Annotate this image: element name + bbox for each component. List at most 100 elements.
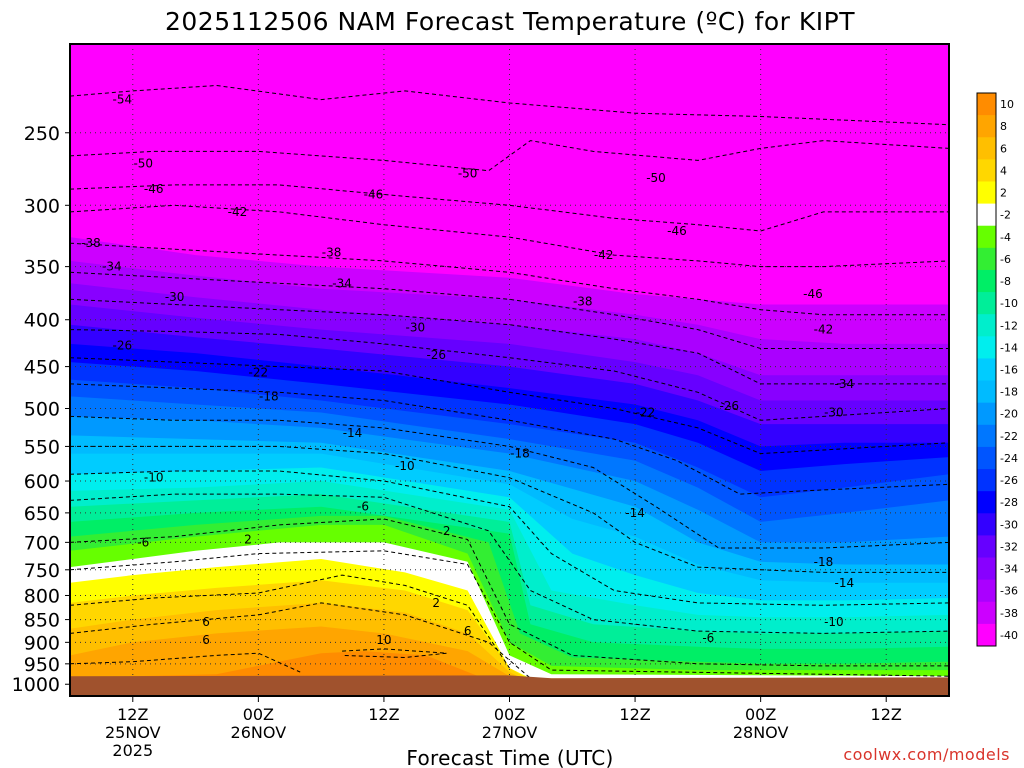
colorbar-label: -36 [1000,585,1018,598]
isotherm-line-2 [70,184,949,232]
colorbar-label: 8 [1000,120,1007,133]
x-tick-label: 27NOV [482,723,538,742]
x-tick-label: 00Z [494,705,525,724]
x-tick-label: 12Z [619,705,650,724]
y-tick-label: 950 [24,654,60,676]
isotherm-line-15 [70,550,949,677]
isotherm-line-9 [70,383,949,495]
y-tick-label: 900 [24,632,60,654]
colorbar-swatch [977,269,996,293]
isotherm-line-7 [70,329,949,421]
colorbar-label: -22 [1000,430,1018,443]
x-tick-label: 2025 [112,741,153,760]
contour-label: 6 [202,615,210,629]
y-tick-label: 250 [24,123,60,145]
colorbar-swatch [977,535,996,559]
contour-label: -50 [133,156,153,170]
colorbar-swatch [977,380,996,404]
isotherm-line-12 [70,470,949,606]
credit-text: coolwx.com/models [843,745,1010,764]
y-tick-label: 600 [24,471,60,493]
x-tick-label: 00Z [745,705,776,724]
colorbar-label: -16 [1000,364,1018,377]
y-tick-label: 450 [24,357,60,379]
contour-label: -34 [835,377,855,391]
contour-label: 6 [202,633,210,647]
y-tick-label: 800 [24,585,60,607]
colorbar-label: -26 [1000,474,1018,487]
colorbar-swatch [977,469,996,492]
contour-label: -50 [458,167,478,181]
contour-label: -22 [249,366,269,380]
colorbar-label: -2 [1000,209,1011,222]
x-tick-label: 26NOV [231,723,287,742]
contour-label: -42 [594,248,614,262]
colorbar-swatch [977,225,996,249]
colorbar-swatch [977,115,996,138]
isotherm-line-4 [70,242,949,316]
colorbar: 10 8 6 4 2 -2 -4 -6 -8 -10 -12 -14 -16 -18 -20 -22 -24 -2… [976,92,1018,647]
contour-label: -6 [702,631,714,645]
contour-label: -46 [803,287,823,301]
colorbar-swatch [977,93,996,116]
y-tick-label: 350 [24,257,60,279]
isotherm-lines [70,84,949,679]
isotherm-line-8 [70,357,949,455]
contour-label: -42 [814,323,834,337]
x-tick-label: 00Z [243,705,274,724]
colorbar-swatch [977,623,996,647]
isotherm-line-18 [70,652,301,673]
colorbar-label: -40 [1000,629,1018,642]
contour-label: -34 [332,276,352,290]
isotherm-line-17 [70,602,531,679]
colorbar-label: -18 [1000,386,1018,399]
contour-label: -26 [426,348,446,362]
contour-label: -34 [102,260,122,274]
colorbar-label: -38 [1000,607,1018,620]
colorbar-label: -6 [1000,253,1011,266]
contour-label: -26 [719,399,739,413]
isotherm-line-0 [70,84,949,126]
contour-label: -38 [573,294,593,308]
colorbar-swatch [977,358,996,382]
plot-area: -54-50-50 -50-46 -46-46-46-42-42-42-38-38-… [70,44,949,696]
y-axis: 2503003504004505005506006507007508008509… [12,123,70,696]
contour-label: -30 [824,405,844,419]
colorbar-label: -32 [1000,540,1018,553]
contour-label: -18 [259,389,279,403]
colorbar-swatch [977,491,996,514]
contour-label: -14 [835,576,855,590]
contour-label: -54 [113,93,133,107]
isotherm-line-5 [70,271,949,349]
contour-label: -42 [228,205,248,219]
y-tick-label: 550 [24,436,60,458]
isotherm-line-10 [70,415,949,549]
colorbar-swatch [977,336,996,359]
colorbar-swatch [977,159,996,182]
contour-label: -50 [646,171,666,185]
contour-label: -18 [814,555,834,569]
x-tick-label: 25NOV [105,723,161,742]
isotherm-line-16 [70,574,510,669]
y-tick-label: 850 [24,610,60,632]
y-tick-label: 1000 [12,674,60,696]
colorbar-swatch [977,601,996,625]
colorbar-label: -28 [1000,496,1018,509]
colorbar-swatch [977,203,996,227]
colorbar-frame [976,92,997,647]
y-tick-label: 300 [24,195,60,217]
isotherm-line-11 [70,445,949,573]
colorbar-label: 10 [1000,98,1014,111]
colorbar-label: 2 [1000,187,1007,200]
colorbar-label: -8 [1000,275,1011,288]
isotherm-line-13 [70,493,949,634]
contour-label: -30 [165,290,185,304]
contour-label: 2 [443,524,451,538]
x-tick-label: 12Z [117,705,148,724]
y-tick-label: 500 [24,399,60,421]
contour-label: 2 [244,533,252,547]
colorbar-swatch [977,513,996,536]
x-tick-label: 12Z [368,705,399,724]
contour-label: -14 [343,426,363,440]
